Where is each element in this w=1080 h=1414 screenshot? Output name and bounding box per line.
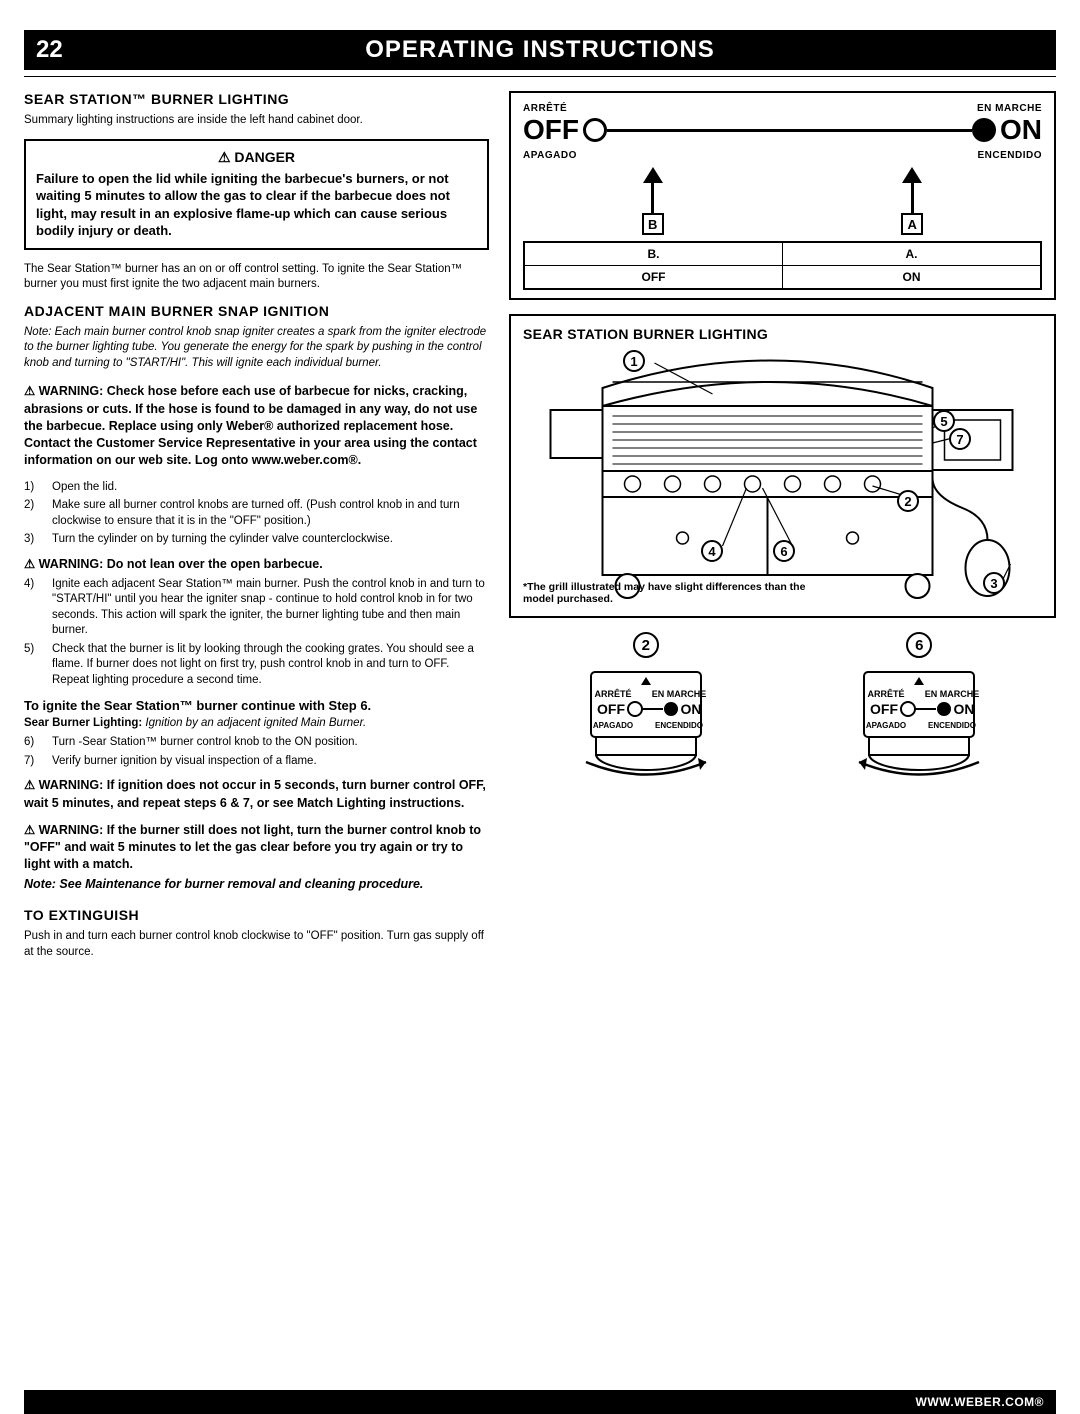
cell-off: OFF (524, 266, 783, 290)
section-heading-extinguish: TO EXTINGUISH (24, 907, 489, 923)
two-column-layout: SEAR STATION™ BURNER LIGHTING Summary li… (24, 91, 1056, 970)
section-heading-sear-station: SEAR STATION™ BURNER LIGHTING (24, 91, 489, 107)
grill-svg (523, 348, 1042, 608)
off-on-connector (607, 129, 972, 132)
callout-1: 1 (623, 350, 645, 372)
svg-text:ON: ON (954, 701, 975, 717)
arrow-stem (911, 183, 914, 213)
arrow-a-group: A (901, 167, 923, 235)
maintenance-note: Note: See Maintenance for burner removal… (24, 876, 489, 893)
page-number: 22 (36, 36, 63, 64)
still-not-light-warning: ⚠ WARNING: If the burner still does not … (24, 822, 489, 874)
knob-num-6: 6 (906, 632, 932, 658)
arrow-up-icon (643, 167, 663, 183)
svg-text:APAGADO: APAGADO (593, 721, 633, 730)
header-rule (24, 76, 1056, 77)
step6-subline: Sear Burner Lighting: Ignition by an adj… (24, 717, 489, 729)
section-heading-adjacent-ignition: ADJACENT MAIN BURNER SNAP IGNITION (24, 303, 489, 319)
svg-text:EN MARCHE: EN MARCHE (925, 689, 980, 699)
cell-b: B. (524, 242, 783, 266)
top-lang-labels: ARRÊTÉ EN MARCHE (523, 103, 1042, 114)
step6-sub-bold: Sear Burner Lighting: (24, 717, 142, 729)
svg-text:OFF: OFF (597, 701, 625, 717)
off-on-row: OFF ON (523, 114, 1042, 146)
svg-text:ENCENDIDO: ENCENDIDO (655, 721, 703, 730)
step-5: Check that the burner is lit by looking … (24, 642, 489, 689)
svg-text:ENCENDIDO: ENCENDIDO (928, 721, 976, 730)
grill-footnote: *The grill illustrated may have slight d… (523, 581, 833, 606)
step-3: Turn the cylinder on by turning the cyli… (24, 532, 489, 548)
callout-6: 6 (773, 540, 795, 562)
callout-5: 5 (933, 410, 955, 432)
svg-text:ARRÊTÉ: ARRÊTÉ (594, 688, 631, 699)
step-1: Open the lid. (24, 480, 489, 496)
on-circle-icon (972, 118, 996, 142)
off-text: OFF (523, 114, 579, 146)
steps-list-2: Ignite each adjacent Sear Station™ main … (24, 577, 489, 689)
igniter-note: Note: Each main burner control knob snap… (24, 325, 489, 372)
extinguish-body: Push in and turn each burner control kno… (24, 929, 489, 960)
footer-url: WWW.WEBER.COM® (916, 1395, 1045, 1409)
ignition-5s-warning: ⚠ WARNING: If ignition does not occur in… (24, 777, 489, 812)
knob-unit-off: 2 ARRÊTÉ EN MARCHE OFF ON APAGADO ENCEND… (556, 632, 736, 787)
left-column: SEAR STATION™ BURNER LIGHTING Summary li… (24, 91, 489, 970)
knob-on-svg: ARRÊTÉ EN MARCHE OFF ON APAGADO ENCENDID… (834, 662, 1004, 782)
bottom-lang-labels: APAGADO ENCENDIDO (523, 150, 1042, 161)
summary-note: Summary lighting instructions are inside… (24, 113, 489, 129)
grill-diagram-box: SEAR STATION BURNER LIGHTING (509, 314, 1056, 618)
svg-text:OFF: OFF (870, 701, 898, 717)
svg-text:ARRÊTÉ: ARRÊTÉ (868, 688, 905, 699)
grill-diagram-heading: SEAR STATION BURNER LIGHTING (523, 326, 1042, 342)
label-apagado: APAGADO (523, 150, 577, 161)
step-6: Turn -Sear Station™ burner control knob … (24, 735, 489, 751)
cell-on: ON (783, 266, 1042, 290)
arrow-row: B A (523, 167, 1042, 235)
callout-2: 2 (897, 490, 919, 512)
right-column: ARRÊTÉ EN MARCHE OFF ON APAGADO ENCENDID… (509, 91, 1056, 970)
grill-illustration: 1 5 7 2 4 6 3 *The grill illustrated may… (523, 348, 1042, 608)
footer-bar: WWW.WEBER.COM® (24, 1390, 1056, 1414)
lean-warning: ⚠ WARNING: Do not lean over the open bar… (24, 556, 489, 573)
hose-warning: ⚠ WARNING: Check hose before each use of… (24, 383, 489, 469)
sear-control-note: The Sear Station™ burner has an on or of… (24, 262, 489, 293)
step6-sub-rest: Ignition by an adjacent ignited Main Bur… (142, 717, 366, 729)
callout-4: 4 (701, 540, 723, 562)
knob-num-2: 2 (633, 632, 659, 658)
off-on-mini-table: B.A. OFFON (523, 241, 1042, 290)
step-2: Make sure all burner control knobs are t… (24, 498, 489, 529)
label-encendido: ENCENDIDO (977, 150, 1042, 161)
step-4: Ignite each adjacent Sear Station™ main … (24, 577, 489, 639)
arrow-b-group: B (642, 167, 664, 235)
step6-heading: To ignite the Sear Station™ burner conti… (24, 698, 489, 713)
page-title: OPERATING INSTRUCTIONS (365, 36, 715, 64)
steps-list-3: Turn -Sear Station™ burner control knob … (24, 735, 489, 769)
label-enmarche: EN MARCHE (977, 103, 1042, 114)
header-bar: 22 OPERATING INSTRUCTIONS (24, 30, 1056, 70)
cell-a: A. (783, 242, 1042, 266)
svg-text:ON: ON (680, 701, 701, 717)
arrow-up-icon (902, 167, 922, 183)
arrow-stem (651, 183, 654, 213)
letter-a-circle: A (901, 213, 923, 235)
callout-3: 3 (983, 572, 1005, 594)
letter-b-circle: B (642, 213, 664, 235)
knob-unit-on: 6 ARRÊTÉ EN MARCHE OFF ON APAGADO ENCEND… (829, 632, 1009, 787)
callout-7: 7 (949, 428, 971, 450)
off-on-diagram-box: ARRÊTÉ EN MARCHE OFF ON APAGADO ENCENDID… (509, 91, 1056, 300)
danger-box: ⚠ DANGER Failure to open the lid while i… (24, 139, 489, 250)
on-text: ON (1000, 114, 1042, 146)
danger-title: ⚠ DANGER (36, 149, 477, 166)
steps-list-1: Open the lid. Make sure all burner contr… (24, 480, 489, 548)
knob-off-svg: ARRÊTÉ EN MARCHE OFF ON APAGADO ENCENDID… (561, 662, 731, 782)
knob-detail-row: 2 ARRÊTÉ EN MARCHE OFF ON APAGADO ENCEND… (509, 632, 1056, 787)
label-arrete: ARRÊTÉ (523, 103, 567, 114)
danger-body: Failure to open the lid while igniting t… (36, 170, 477, 240)
off-circle-icon (583, 118, 607, 142)
svg-text:EN MARCHE: EN MARCHE (651, 689, 706, 699)
step-7: Verify burner ignition by visual inspect… (24, 754, 489, 770)
svg-text:APAGADO: APAGADO (866, 721, 906, 730)
